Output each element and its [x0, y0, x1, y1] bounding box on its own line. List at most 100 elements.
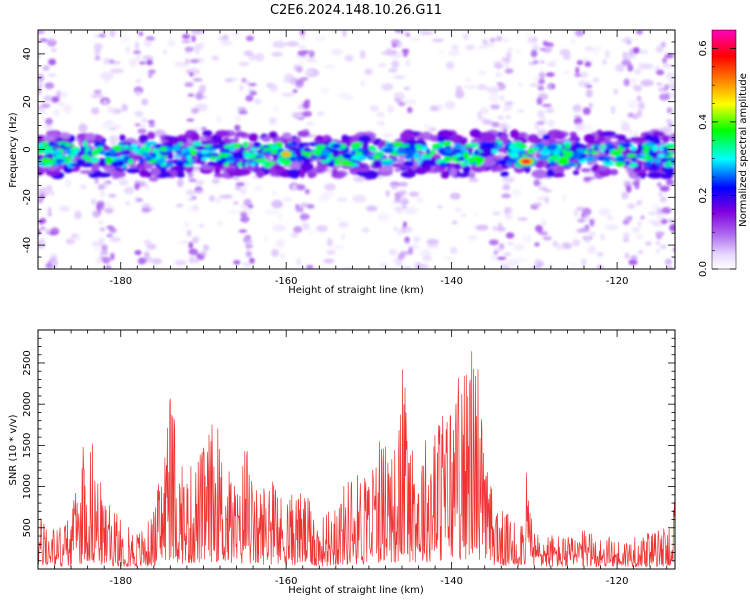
heatmap-cell: [182, 163, 194, 167]
heatmap-cell: [104, 207, 114, 214]
heatmap-cell: [232, 32, 241, 36]
heatmap-cell: [162, 49, 168, 55]
heatmap-cell: [402, 99, 417, 105]
y-tick-label: 20: [22, 95, 33, 108]
heatmap-cell: [398, 101, 406, 107]
heatmap-cell: [496, 144, 502, 150]
heatmap-cell: [448, 49, 460, 57]
heatmap-cell: [192, 141, 202, 147]
heatmap-cell: [317, 111, 325, 117]
heatmap-cell: [636, 109, 643, 118]
heatmap-cell: [572, 238, 581, 247]
heatmap-cell: [451, 44, 459, 51]
heatmap-cell: [195, 190, 205, 194]
heatmap-cell: [672, 247, 675, 252]
heatmap-cell: [517, 132, 526, 139]
heatmap-cell: [583, 133, 596, 143]
heatmap-cell: [516, 109, 525, 113]
heatmap-cell: [47, 73, 57, 77]
heatmap-cell: [50, 253, 58, 258]
heatmap-cell: [47, 207, 52, 214]
heatmap-cell: [189, 59, 200, 64]
heatmap-cell: [271, 145, 280, 151]
heatmap-cell: [189, 72, 194, 77]
heatmap-cell: [150, 167, 161, 177]
heatmap-cell: [38, 105, 43, 111]
heatmap-cell: [542, 134, 550, 141]
heatmap-cell: [191, 107, 200, 114]
heatmap-cell: [451, 248, 458, 253]
heatmap-cell: [533, 258, 542, 266]
heatmap-cell: [394, 97, 402, 103]
heatmap-cell: [483, 158, 497, 167]
heatmap-cell: [143, 239, 152, 246]
heatmap-cell: [614, 134, 627, 139]
heatmap-cell: [656, 207, 663, 215]
heatmap-cell: [40, 238, 45, 242]
heatmap-cell: [77, 151, 86, 156]
snr-xlabel: Height of straight line (km): [288, 585, 424, 596]
heatmap-cell: [166, 160, 177, 164]
heatmap-cell: [233, 143, 240, 149]
heatmap-cell: [382, 133, 393, 138]
heatmap-cell: [426, 148, 431, 155]
heatmap-cell: [320, 191, 335, 198]
heatmap-cell: [234, 124, 241, 132]
heatmap-cell: [546, 45, 552, 53]
heatmap-cell: [216, 220, 224, 226]
heatmap-cell: [110, 252, 115, 261]
heatmap-cell: [360, 156, 366, 161]
heatmap-cell: [391, 200, 397, 205]
heatmap-cell: [40, 226, 46, 230]
heatmap-cell: [559, 48, 571, 57]
heatmap-cell: [599, 208, 611, 216]
heatmap-cell: [246, 160, 259, 165]
heatmap-cell: [428, 127, 437, 132]
heatmap-cell: [100, 71, 114, 80]
heatmap-cell: [570, 37, 576, 46]
heatmap-cell: [105, 265, 112, 269]
heatmap-cell: [656, 163, 663, 167]
heatmap-cell: [190, 132, 200, 143]
heatmap-cell: [537, 85, 545, 91]
heatmap-cell: [476, 84, 488, 91]
heatmap-cell: [302, 101, 311, 110]
heatmap-cell: [226, 167, 237, 173]
heatmap-cell: [282, 196, 293, 203]
heatmap-cell: [432, 153, 440, 158]
heatmap-cell: [545, 72, 555, 77]
heatmap-cell: [668, 92, 675, 98]
heatmap-cell: [468, 149, 473, 156]
heatmap-cell: [388, 68, 398, 73]
heatmap-cell: [555, 166, 565, 175]
heatmap-cell: [268, 117, 277, 125]
heatmap-cell: [271, 161, 275, 166]
heatmap-cell: [423, 124, 430, 129]
colorbar-gradient: [711, 29, 737, 270]
heatmap-cell: [582, 107, 591, 115]
heatmap-cell: [534, 159, 545, 169]
heatmap-cell: [96, 146, 104, 152]
heatmap-cell: [660, 87, 665, 92]
heatmap-cell: [147, 131, 156, 140]
heatmap-cell: [497, 159, 508, 165]
heatmap-cell: [536, 120, 545, 126]
heatmap-cell: [243, 50, 253, 57]
heatmap-cell: [527, 134, 539, 144]
heatmap-cell: [96, 135, 104, 142]
heatmap-cell: [482, 147, 493, 154]
heatmap-cell: [342, 153, 353, 160]
heatmap-cell: [475, 161, 481, 167]
heatmap-cell: [505, 232, 515, 239]
heatmap-cell: [631, 227, 641, 233]
heatmap-cell: [561, 242, 572, 250]
heatmap-cell: [38, 240, 46, 249]
heatmap-cell: [185, 58, 190, 65]
heatmap-cell: [574, 73, 582, 78]
heatmap-cell: [302, 157, 311, 164]
heatmap-cell: [299, 142, 312, 147]
heatmap-cell: [380, 158, 393, 163]
heatmap-cell: [545, 107, 555, 114]
heatmap-cell: [407, 168, 415, 176]
heatmap-cell: [583, 176, 591, 182]
